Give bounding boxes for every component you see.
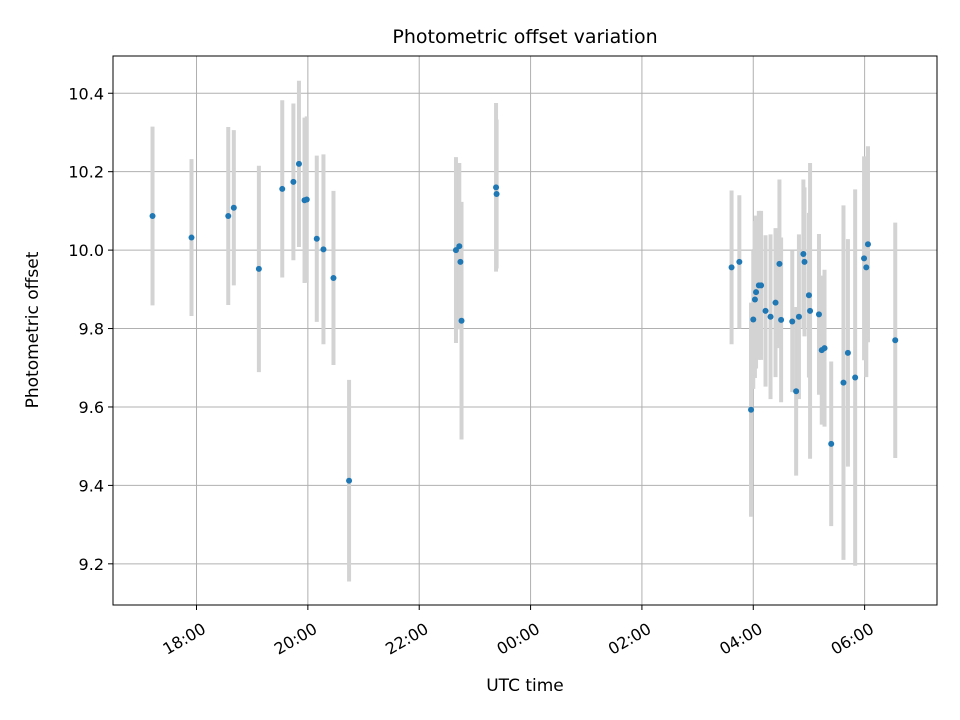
data-point (320, 246, 327, 253)
data-point (863, 264, 870, 271)
data-point (801, 258, 808, 265)
data-point (892, 337, 899, 344)
data-point (800, 251, 807, 258)
data-point (815, 311, 822, 318)
data-point (290, 178, 297, 185)
data-point (844, 349, 851, 356)
data-point (807, 307, 814, 314)
y-tick-label: 10.0 (68, 241, 104, 260)
data-point (789, 318, 796, 325)
data-point (230, 204, 237, 211)
data-point (458, 317, 465, 324)
y-axis-label: Photometric offset (23, 251, 43, 408)
y-tick-label: 10.2 (68, 163, 104, 182)
data-point (736, 258, 743, 265)
y-tick-label: 9.6 (79, 398, 104, 417)
data-point (793, 388, 800, 395)
y-tick-label: 9.8 (79, 320, 104, 339)
data-point (149, 212, 156, 219)
y-tick-label: 9.2 (79, 555, 104, 574)
data-point (225, 212, 232, 219)
data-point (279, 185, 286, 192)
data-point (728, 264, 735, 271)
data-point (452, 247, 459, 254)
data-point (188, 234, 195, 241)
data-point (795, 313, 802, 320)
data-point (762, 307, 769, 314)
data-point (861, 255, 868, 262)
data-point (750, 316, 757, 323)
data-point (828, 440, 835, 447)
data-point (748, 406, 755, 413)
data-point (821, 345, 828, 352)
data-point (493, 184, 500, 191)
data-point (753, 289, 760, 296)
plot-area (113, 56, 937, 605)
data-point (493, 191, 500, 198)
data-point (456, 243, 463, 250)
data-point (767, 313, 774, 320)
data-point (840, 379, 847, 386)
data-point (758, 282, 765, 289)
data-point (805, 292, 812, 299)
chart-title: Photometric offset variation (392, 26, 657, 48)
data-point (295, 160, 302, 167)
data-point (772, 299, 779, 306)
data-point (303, 196, 310, 203)
data-point (751, 296, 758, 303)
data-point (778, 316, 785, 323)
y-tick-label: 9.4 (79, 476, 104, 495)
data-point (457, 258, 464, 265)
x-axis-label: UTC time (486, 676, 564, 696)
y-tick-label: 10.4 (68, 84, 104, 103)
data-point (330, 274, 337, 281)
plot-frame (112, 55, 938, 606)
y-axis-ticks: 9.2 9.4 9.6 9.8 10.0 10.2 10.4 (68, 84, 113, 574)
data-point (852, 374, 859, 381)
data-points (149, 160, 899, 484)
data-point (313, 235, 320, 242)
data-point (776, 260, 783, 267)
data-point (864, 241, 871, 248)
data-point (255, 265, 262, 272)
data-point (346, 477, 353, 484)
